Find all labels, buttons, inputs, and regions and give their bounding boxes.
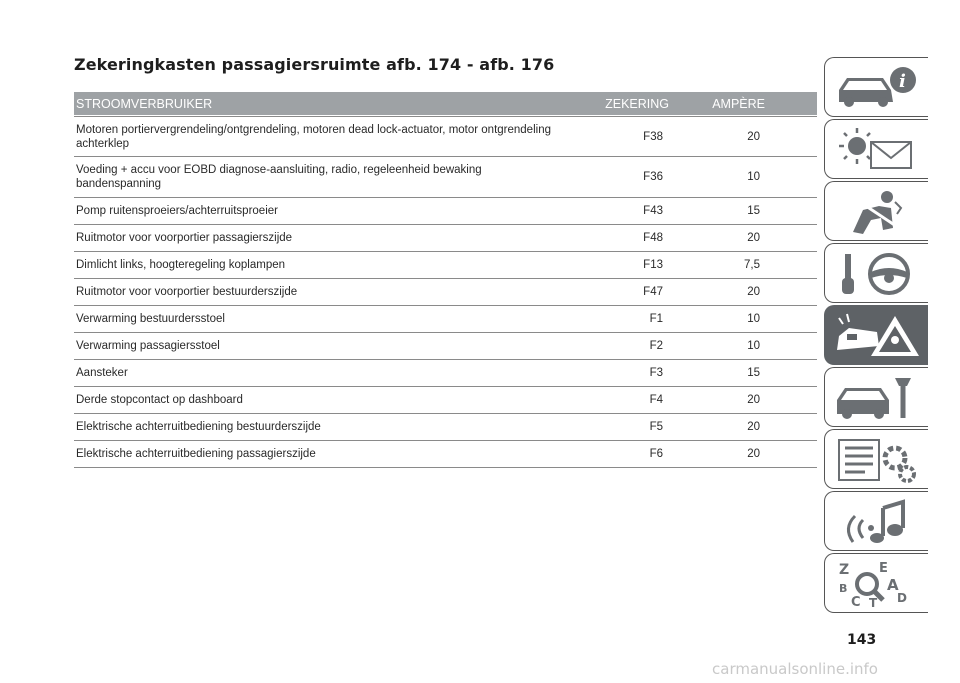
cell-fuse: F5 bbox=[649, 421, 663, 433]
watermark: carmanualsonline.info bbox=[712, 660, 878, 678]
car-maintenance-icon bbox=[837, 378, 911, 419]
svg-text:i: i bbox=[899, 71, 906, 92]
index-icon: Z E B A C D T bbox=[839, 561, 907, 608]
cell-ampere: 15 bbox=[747, 367, 760, 379]
cell-fuse: F48 bbox=[643, 232, 663, 244]
table-row: Voeding + accu voor EOBD diagnose-aanslu… bbox=[74, 157, 817, 198]
table-row: Verwarming passagiersstoel F2 10 bbox=[74, 333, 817, 360]
cell-fuse: F3 bbox=[649, 367, 663, 379]
chapter-sidebar: i bbox=[824, 57, 928, 615]
cell-consumer: Elektrische achterruitbediening passagie… bbox=[76, 448, 316, 460]
page-number: 143 bbox=[847, 632, 877, 648]
cell-consumer: Verwarming passagiersstoel bbox=[76, 340, 220, 352]
chapter-tab-car-info[interactable]: i bbox=[824, 57, 928, 117]
table-header: STROOMVERBRUIKER ZEKERING AMPÈRE bbox=[74, 92, 817, 115]
index-letter: E bbox=[879, 561, 888, 576]
table-row: Verwarming bestuurdersstoel F1 10 bbox=[74, 306, 817, 333]
fuse-table: STROOMVERBRUIKER ZEKERING AMPÈRE Motoren… bbox=[74, 92, 817, 468]
cell-ampere: 15 bbox=[747, 205, 760, 217]
cell-consumer: Verwarming bestuurdersstoel bbox=[76, 313, 225, 325]
cell-ampere: 10 bbox=[747, 313, 760, 325]
cell-fuse: F38 bbox=[643, 130, 663, 143]
table-row: Motoren portiervergrendeling/ontgrendeli… bbox=[74, 116, 817, 157]
cell-consumer: Motoren portiervergrendeling/ontgrendeli… bbox=[76, 123, 551, 150]
chapter-tab-starting[interactable] bbox=[824, 243, 928, 303]
cell-consumer: Ruitmotor voor voorportier bestuurderszi… bbox=[76, 286, 298, 298]
cell-fuse: F1 bbox=[649, 313, 663, 325]
chapter-tab-safety[interactable] bbox=[824, 181, 928, 241]
index-letter: B bbox=[839, 582, 847, 595]
cell-consumer: Elektrische achterruitbediening bestuurd… bbox=[76, 421, 321, 433]
index-letter: D bbox=[897, 591, 907, 605]
index-letter: T bbox=[869, 596, 878, 608]
cell-fuse: F13 bbox=[643, 259, 663, 271]
cell-ampere: 20 bbox=[747, 232, 760, 244]
table-row: Elektrische achterruitbediening bestuurd… bbox=[74, 414, 817, 441]
cell-ampere: 20 bbox=[747, 421, 760, 433]
key-steering-wheel-icon bbox=[842, 253, 910, 295]
cell-ampere: 20 bbox=[747, 130, 760, 143]
table-row: Derde stopcontact op dashboard F4 20 bbox=[74, 387, 817, 414]
header-fuse: ZEKERING bbox=[605, 96, 669, 111]
chapter-tab-emergency[interactable] bbox=[824, 305, 928, 365]
cell-fuse: F36 bbox=[643, 171, 663, 183]
cell-ampere: 20 bbox=[747, 394, 760, 406]
safety-airbag-icon bbox=[853, 191, 903, 234]
cell-ampere: 10 bbox=[747, 340, 760, 352]
cell-ampere: 10 bbox=[747, 171, 760, 183]
car-emergency-icon bbox=[837, 313, 919, 356]
cell-ampere: 7,5 bbox=[744, 259, 760, 271]
table-row: Dimlicht links, hoogteregeling koplampen… bbox=[74, 252, 817, 279]
chapter-tab-multimedia[interactable] bbox=[824, 491, 928, 551]
cell-fuse: F2 bbox=[649, 340, 663, 352]
table-row: Elektrische achterruitbediening passagie… bbox=[74, 441, 817, 468]
car-info-icon: i bbox=[839, 67, 916, 107]
cell-consumer: Pomp ruitensproeiers/achterruitsproeier bbox=[76, 205, 278, 217]
header-ampere: AMPÈRE bbox=[712, 96, 765, 111]
table-row: Ruitmotor voor voorportier bestuurderszi… bbox=[74, 279, 817, 306]
index-letter: A bbox=[887, 576, 899, 594]
multimedia-icon bbox=[847, 499, 905, 543]
table-row: Aansteker F3 15 bbox=[74, 360, 817, 387]
cell-fuse: F47 bbox=[643, 286, 663, 298]
index-letter: Z bbox=[839, 562, 849, 578]
cell-consumer: Aansteker bbox=[76, 367, 128, 379]
cell-consumer: Voeding + accu voor EOBD diagnose-aanslu… bbox=[76, 164, 482, 190]
chapter-tab-maintenance[interactable] bbox=[824, 367, 928, 427]
cell-consumer: Derde stopcontact op dashboard bbox=[76, 394, 243, 406]
index-letter: C bbox=[851, 595, 861, 608]
cell-fuse: F4 bbox=[649, 394, 663, 406]
header-consumer: STROOMVERBRUIKER bbox=[76, 96, 213, 111]
cell-ampere: 20 bbox=[747, 286, 760, 298]
warning-lights-message-icon bbox=[839, 128, 912, 169]
cell-ampere: 20 bbox=[747, 448, 760, 460]
technical-data-icon bbox=[838, 439, 916, 483]
chapter-tab-dashboard[interactable] bbox=[824, 119, 928, 179]
cell-fuse: F6 bbox=[649, 448, 663, 460]
cell-consumer: Dimlicht links, hoogteregeling koplampen bbox=[76, 259, 286, 271]
table-body: Motoren portiervergrendeling/ontgrendeli… bbox=[74, 116, 817, 468]
table-row: Pomp ruitensproeiers/achterruitsproeier F… bbox=[74, 198, 817, 225]
chapter-tab-index[interactable]: Z E B A C D T bbox=[824, 553, 928, 613]
page-title: Zekeringkasten passagiersruimte afb. 174… bbox=[74, 55, 555, 74]
cell-fuse: F43 bbox=[643, 205, 663, 217]
chapter-tab-technical-data[interactable] bbox=[824, 429, 928, 489]
table-row: Ruitmotor voor voorportier passagierszij… bbox=[74, 225, 817, 252]
cell-consumer: Ruitmotor voor voorportier passagierszij… bbox=[76, 232, 293, 244]
